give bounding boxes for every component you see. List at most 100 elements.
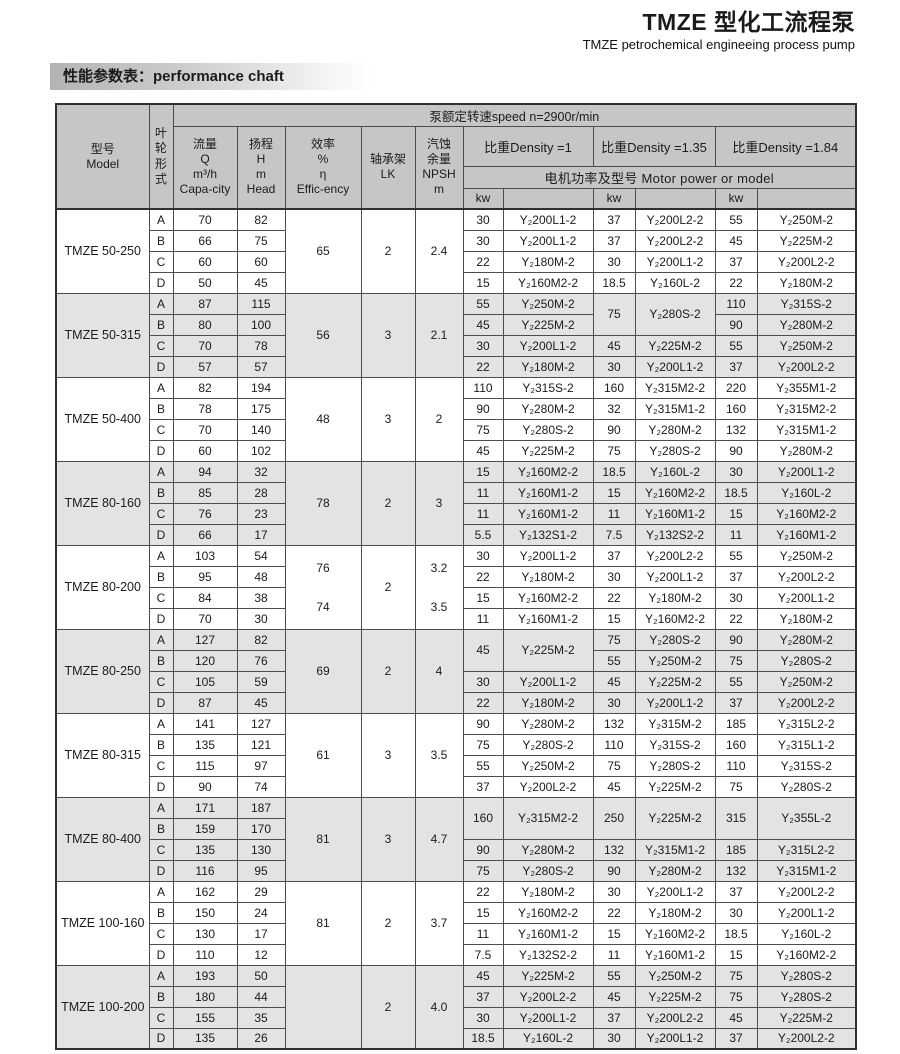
motor-model-cell: Y₂200L2-2 [756, 691, 857, 714]
motor-model-cell: Y₂250M-2 [756, 544, 857, 567]
power-kw-cell: 15 [592, 481, 636, 504]
form-cell: A [148, 208, 174, 231]
power-kw-cell: 37 [714, 355, 758, 378]
motor-model-cell: Y₂200L2-2 [634, 544, 716, 567]
head-cell: 74 [236, 775, 286, 798]
motor-model-cell: Y₂315S-2 [502, 376, 594, 399]
page-subtitle: TMZE petrochemical engineeing process pu… [582, 37, 855, 52]
npsh-cell: 3.5 [414, 712, 464, 798]
motor-model-cell: Y₂160M1-2 [502, 481, 594, 504]
form-cell: D [148, 271, 174, 294]
form-cell: C [148, 922, 174, 945]
motor-model-cell: Y₂200L1-2 [634, 355, 716, 378]
table-row: C 70 78 30 Y₂200L1-2 45 Y₂225M-2 55 Y₂250M-2 [56, 334, 857, 357]
flow-cell: 115 [172, 754, 238, 777]
motor-model-cell: Y₂160L-2 [502, 1027, 594, 1050]
head-cell: 17 [236, 523, 286, 546]
power-kw-cell: 22 [592, 901, 636, 924]
motor-model-cell: Y₂200L1-2 [756, 901, 857, 924]
table-row: TMZE 80-315 A 141 127 61 3 3.5 90 Y₂280M-2 132 Y₂3… [55, 712, 857, 798]
motor-model-cell: Y₂315M-2 [634, 712, 716, 735]
npsh-cell: 4 [414, 628, 464, 714]
power-kw-cell: 185 [714, 838, 758, 861]
form-cell: A [148, 712, 174, 735]
motor-model-cell: Y₂200L1-2 [634, 1027, 716, 1050]
flow-cell: 193 [172, 964, 238, 987]
flow-cell: 159 [172, 817, 238, 840]
head-cell: 95 [236, 859, 286, 882]
power-kw-cell: 110 [714, 754, 758, 777]
head-cell: 78 [236, 334, 286, 357]
power-kw-cell: 18.5 [592, 460, 636, 483]
head-cell: 45 [236, 271, 286, 294]
model-cell: TMZE 100-160 [55, 880, 150, 966]
motor-model-cell: Y₂280S-2 [634, 439, 716, 462]
head-cell: 44 [236, 985, 286, 1008]
flow-cell: 82 [172, 376, 238, 399]
power-kw-cell: 75 [592, 754, 636, 777]
power-kw-cell: 75 [714, 964, 758, 987]
bearing-cell: 2 [360, 964, 416, 1050]
motor-model-cell: Y₂180M-2 [502, 880, 594, 903]
flow-cell: 103 [172, 544, 238, 567]
form-cell: A [148, 544, 174, 567]
power-kw-cell: 55 [592, 649, 636, 672]
motor-model-cell: Y₂225M-2 [502, 313, 594, 336]
col-header-density-184: 比重Density =1.84 [714, 125, 857, 167]
power-kw-cell: 132 [592, 838, 636, 861]
motor-model-cell: Y₂180M-2 [634, 901, 716, 924]
motor-model-cell: Y₂200L1-2 [634, 880, 716, 903]
form-cell: B [148, 565, 174, 588]
power-kw-cell: 90 [462, 397, 504, 420]
bearing-cell: 2 [360, 460, 416, 546]
motor-model-cell: Y₂160M1-2 [756, 523, 857, 546]
efficiency-cell: 65 [284, 208, 362, 294]
power-kw-cell: 45 [462, 439, 504, 462]
motor-model-cell: Y₂280S-2 [756, 985, 857, 1008]
table-row: TMZE 50-400 A 82 194 48 3 2 110 Y₂315S-2 160 Y₂315… [55, 376, 857, 462]
power-kw-cell: 132 [714, 859, 758, 882]
col-header-speed: 泵额定转速speed n=2900r/min [172, 103, 857, 127]
motor-model-cell: Y₂315M1-2 [756, 859, 857, 882]
power-kw-cell: 90 [592, 418, 636, 441]
flow-cell: 57 [172, 355, 238, 378]
power-kw-cell: 18.5 [462, 1027, 504, 1050]
head-cell: 82 [236, 208, 286, 231]
motor-model-cell: Y₂200L2-2 [756, 880, 857, 903]
motor-model-cell: Y₂160M2-2 [756, 943, 857, 966]
power-kw-cell: 15 [592, 607, 636, 630]
power-kw-cell: 30 [462, 208, 504, 231]
col-header-density-135: 比重Density =1.35 [592, 125, 716, 167]
table-row: D 110 12 7.5 Y₂132S2-2 11 Y₂160M1-2 15 Y₂160M2-2 [56, 943, 857, 966]
motor-model-cell: Y₂160M1-2 [502, 607, 594, 630]
npsh-cell: 4.7 [414, 796, 464, 882]
efficiency-cell: 78 [284, 460, 362, 546]
motor-model-cell: Y₂280M-2 [502, 838, 594, 861]
form-cell: D [148, 355, 174, 378]
power-kw-cell: 90 [714, 628, 758, 651]
head-cell: 54 [236, 544, 286, 567]
flow-cell: 171 [172, 796, 238, 819]
performance-table: 型号 Model 叶轮形式 泵额定转速speed n=2900r/min 流量 … [55, 103, 858, 1050]
motor-model-cell: Y₂160L-2 [756, 922, 857, 945]
model-cell: TMZE 50-315 [55, 292, 150, 378]
flow-cell: 70 [172, 208, 238, 231]
head-cell: 32 [236, 460, 286, 483]
col-header-npsh: 汽蚀 余量 NPSH m [414, 125, 464, 210]
form-cell: D [148, 691, 174, 714]
motor-model-cell: Y₂180M-2 [502, 355, 594, 378]
table-row: TMZE 80-250 A 127 82 69 2 4 45 Y₂225M-2 75 Y₂280S-… [55, 628, 857, 714]
head-cell: 127 [236, 712, 286, 735]
power-kw-cell: 45 [462, 313, 504, 336]
motor-model-cell: Y₂160M1-2 [634, 943, 716, 966]
power-kw-cell: 30 [462, 544, 504, 567]
power-kw-cell: 110 [592, 733, 636, 756]
flow-cell: 141 [172, 712, 238, 735]
motor-model-cell: Y₂200L1-2 [634, 691, 716, 714]
power-kw-cell: 160 [714, 397, 758, 420]
power-kw-cell: 220 [714, 376, 758, 399]
col-header-model: 型号 Model [55, 103, 150, 210]
motor-model-cell: Y₂315M1-2 [634, 838, 716, 861]
head-cell: 29 [236, 880, 286, 903]
form-cell: A [148, 964, 174, 987]
